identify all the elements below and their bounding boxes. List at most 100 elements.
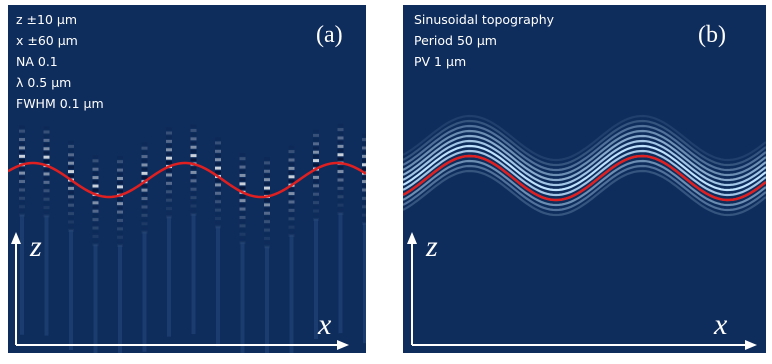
fringe-spot (215, 208, 221, 212)
fringe-spot (92, 184, 99, 188)
fringe-spot (92, 159, 99, 163)
fringe-spot (313, 209, 319, 213)
fringe-spot (43, 214, 50, 218)
fringe-spot (19, 201, 25, 205)
fringe-spot (215, 162, 221, 166)
fringe-line (403, 159, 766, 207)
fringe-spot (264, 236, 270, 240)
fringe-spot (43, 172, 50, 176)
fringe-spot (215, 137, 221, 141)
fringe-spot (190, 154, 197, 158)
fringe-spot (68, 182, 74, 186)
fringe-spot (117, 231, 123, 235)
fringe-spot (141, 184, 148, 188)
fringe-spot (166, 194, 172, 198)
fringe-spot (337, 182, 344, 186)
fringe-spot (43, 210, 50, 214)
fringe-spot (19, 213, 25, 217)
fringe-spot (117, 176, 123, 180)
fringe-spot (362, 138, 366, 142)
fringe-spot (117, 189, 123, 193)
fringe-tail (314, 219, 318, 340)
fringe-spot (215, 196, 221, 200)
fringe-spot (264, 220, 270, 224)
fringe-spot (92, 201, 99, 205)
fringe-spot (166, 202, 172, 206)
fringe-spot (362, 213, 366, 217)
fringe-spot (215, 225, 221, 229)
fringe-spot (43, 180, 50, 184)
fringe-spot (337, 165, 344, 169)
fringe-spot (264, 232, 270, 236)
fringe-spot (68, 199, 74, 203)
fringe-spot (362, 175, 366, 179)
fringe-tail (167, 216, 171, 337)
info-line: Period 50 µm (414, 33, 497, 48)
info-line: Sinusoidal topography (414, 12, 555, 27)
fringe-spot (362, 180, 366, 184)
fringe-spot (117, 214, 123, 218)
fringe-spot (43, 185, 50, 189)
fringe-spot (337, 178, 344, 182)
fringe-spot (288, 179, 295, 183)
fringe-spot (239, 152, 246, 156)
fringe-spot (288, 187, 295, 191)
fringe-spot (288, 171, 295, 175)
fringe-spot (43, 193, 50, 197)
fringe-spot (337, 128, 344, 132)
fringe-spot (92, 197, 99, 201)
fringe-spot (313, 154, 319, 158)
fringe-spot (190, 141, 197, 145)
fringe-spot (215, 149, 221, 153)
fringe-spot (313, 138, 319, 142)
fringe-spot (166, 148, 172, 152)
fringe-spot (141, 213, 148, 217)
fringe-spot (288, 234, 295, 238)
fringe-spot (362, 188, 366, 192)
fringe-spot (166, 181, 172, 185)
fringe-spot (117, 168, 123, 172)
fringe-spot (264, 173, 270, 177)
fringe-spot (362, 222, 366, 226)
fringe-tail (191, 214, 196, 335)
fringe-spot (215, 154, 221, 158)
fringe-spot (337, 140, 344, 144)
fringe-spot (68, 157, 74, 161)
fringe-spot (141, 218, 148, 222)
fringe-spot (313, 142, 319, 146)
fringe-spot (337, 170, 344, 174)
fringe-spot (43, 201, 50, 205)
fringe-tail (118, 245, 122, 353)
fringe-spot (288, 145, 295, 149)
fringe-tail (265, 246, 269, 353)
fringe-spot (19, 171, 25, 175)
fringe-spot (166, 198, 172, 202)
fringe-spot (19, 150, 25, 154)
fringe-line (403, 129, 766, 177)
fringe-spot (337, 191, 344, 195)
fringe-spot (215, 170, 221, 174)
fringe-spot (43, 155, 50, 159)
fringe-spot (141, 197, 148, 201)
axes (11, 232, 757, 350)
fringe-spot (92, 243, 99, 247)
fringe-spot (117, 239, 123, 243)
fringe-spot (92, 234, 99, 238)
fringe-spot (288, 217, 295, 221)
fringe-spot (215, 187, 221, 191)
fringe-tail (69, 230, 73, 350)
fringe-line (403, 114, 766, 162)
fringe-spot (313, 213, 319, 217)
fringe-spot (92, 155, 99, 159)
fringe-spot (337, 174, 344, 178)
fringe-spot (362, 209, 366, 213)
info-line: λ 0.5 µm (16, 75, 71, 90)
fringe-spot (141, 150, 148, 154)
fringe-spot (288, 208, 295, 212)
fringe-spot (215, 145, 221, 149)
fringe-spot (166, 139, 172, 143)
fringe-spot (43, 126, 50, 130)
fringe-spot (264, 178, 270, 182)
fringe-spot (92, 176, 99, 180)
fringe-spot (141, 192, 148, 196)
